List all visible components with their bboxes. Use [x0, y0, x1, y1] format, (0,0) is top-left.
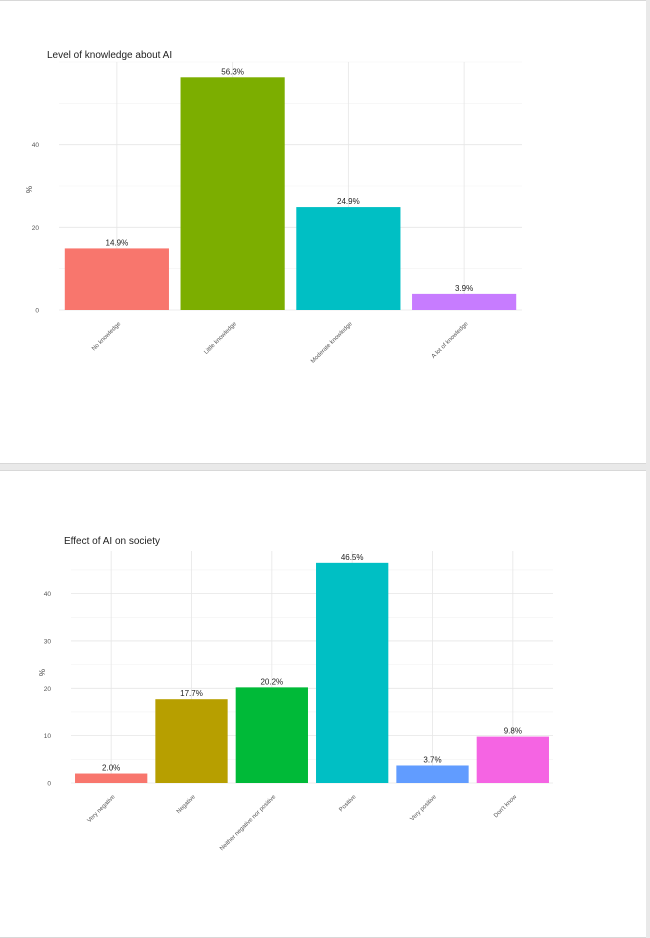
data-label: 3.9%: [455, 284, 473, 293]
bar-negative: [155, 699, 228, 783]
bar-don-t-know: [476, 736, 549, 783]
x-tick-label: Positive: [338, 794, 358, 814]
y-tick-label: 30: [44, 638, 52, 645]
bar-very-positive: [396, 765, 469, 783]
y-tick-label: 40: [44, 591, 52, 598]
bar-moderate-knowledge: [296, 207, 401, 310]
data-label: 20.2%: [260, 677, 283, 686]
data-label: 46.5%: [341, 553, 364, 562]
x-tick-label: Negative: [176, 794, 197, 815]
x-tick-label: Neither negative nor positive: [219, 794, 277, 852]
bar-very-negative: [75, 773, 148, 783]
data-label: 9.8%: [504, 727, 522, 736]
y-tick-label: 20: [44, 686, 52, 693]
y-tick-label: 20: [32, 225, 40, 232]
x-tick-label: Don't know: [493, 794, 519, 820]
data-label: 56.3%: [221, 67, 244, 76]
y-tick-label: 10: [44, 733, 52, 740]
bar-no-knowledge: [64, 248, 169, 310]
bar-neither-negative-nor-positive: [235, 687, 308, 783]
data-label: 2.0%: [102, 764, 120, 773]
bar-little-knowledge: [180, 77, 285, 310]
chart-title-society: Effect of AI on society: [64, 536, 160, 547]
bar-a-lot-of-knowledge: [412, 293, 517, 310]
chart-title-knowledge: Level of knowledge about AI: [47, 50, 173, 61]
data-label: 3.7%: [423, 755, 441, 764]
y-tick-label: 0: [35, 308, 39, 315]
data-label: 17.7%: [180, 689, 203, 698]
x-tick-label: Very positive: [410, 794, 439, 823]
y-tick-label: 40: [32, 142, 40, 149]
y-tick-label: 0: [47, 781, 51, 788]
data-label: 24.9%: [337, 197, 360, 206]
data-label: 14.9%: [106, 238, 129, 247]
bar-positive: [316, 562, 389, 783]
x-tick-label: Very negative: [87, 794, 117, 824]
